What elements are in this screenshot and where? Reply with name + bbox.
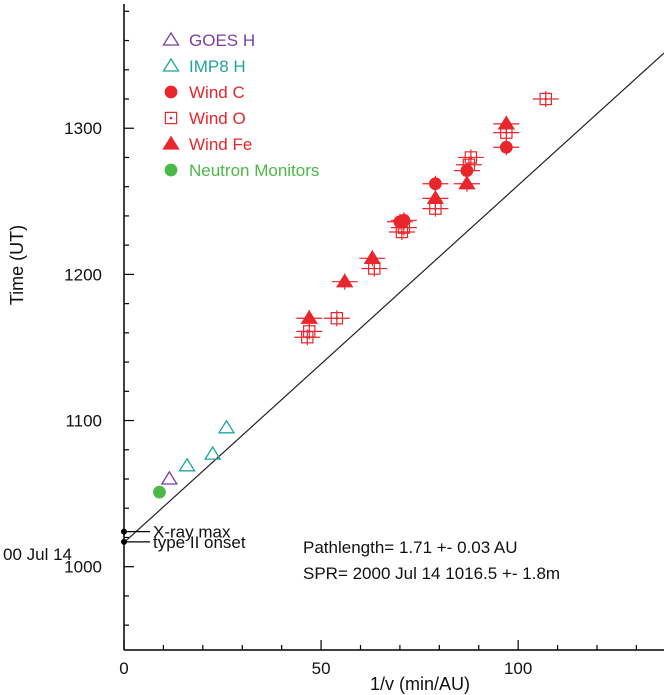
legend-label: Wind Fe — [189, 135, 252, 154]
data-point — [331, 273, 358, 290]
fit-line — [123, 52, 664, 544]
y-tick-label: 1200 — [64, 265, 102, 284]
x-tick-label: 0 — [119, 659, 128, 678]
data-points — [153, 91, 559, 499]
plot-area — [123, 52, 664, 544]
axis-ticks — [123, 10, 638, 650]
data-point — [453, 175, 480, 192]
data-point — [422, 190, 449, 207]
pathlength-annotation: Pathlength= 1.71 +- 0.03 AU — [303, 538, 518, 557]
legend-label: Wind O — [189, 109, 246, 128]
y-tick-label: 1300 — [64, 119, 102, 138]
reference-event-label: X-ray max — [153, 523, 231, 542]
data-point — [532, 91, 559, 107]
legend-entry: Wind Fe — [162, 135, 252, 154]
data-point — [455, 156, 482, 173]
data-point — [217, 419, 236, 434]
reference-event: X-ray max — [121, 523, 231, 542]
date-label: 00 Jul 14 — [3, 545, 72, 564]
data-point — [296, 309, 323, 327]
legend-entry: IMP8 H — [162, 57, 246, 76]
legend-entry: GOES H — [162, 31, 255, 50]
tick-labels: 0 50 100 1000 1100 1200 1300 — [64, 119, 532, 678]
x-tick-label: 100 — [504, 659, 532, 678]
x-tick-label: 50 — [312, 659, 331, 678]
legend-entry: Wind O — [164, 109, 246, 128]
legend-label: Neutron Monitors — [189, 161, 319, 180]
y-axis-title: Time (UT) — [7, 225, 27, 305]
data-point — [323, 310, 350, 327]
spr-annotation: SPR= 2000 Jul 14 1016.5 +- 1.8m — [303, 564, 560, 583]
legend-label: GOES H — [189, 31, 255, 50]
legend-label: IMP8 H — [189, 57, 246, 76]
reference-event-label: type II onset — [153, 533, 246, 552]
reference-event: type II onset — [121, 533, 246, 552]
legend-entry: Wind C — [164, 83, 245, 102]
data-point — [390, 219, 417, 236]
legend: GOES H IMP8 H Wind C Wind O Wind Fe Neutron M… — [162, 31, 319, 180]
data-point — [178, 457, 196, 472]
data-point — [359, 249, 386, 267]
legend-label: Wind C — [189, 83, 245, 102]
data-point — [204, 445, 222, 460]
y-tick-label: 1100 — [65, 412, 102, 431]
legend-entry: Neutron Monitors — [164, 161, 319, 180]
y-tick-label: 1000 — [64, 558, 102, 577]
data-point — [422, 175, 449, 192]
data-point — [153, 485, 166, 499]
x-axis-title: 1/v (min/AU) — [370, 674, 470, 694]
data-point — [457, 149, 484, 166]
data-point — [493, 139, 520, 156]
data-point — [493, 115, 520, 132]
data-point — [160, 470, 178, 485]
data-point — [388, 224, 415, 240]
